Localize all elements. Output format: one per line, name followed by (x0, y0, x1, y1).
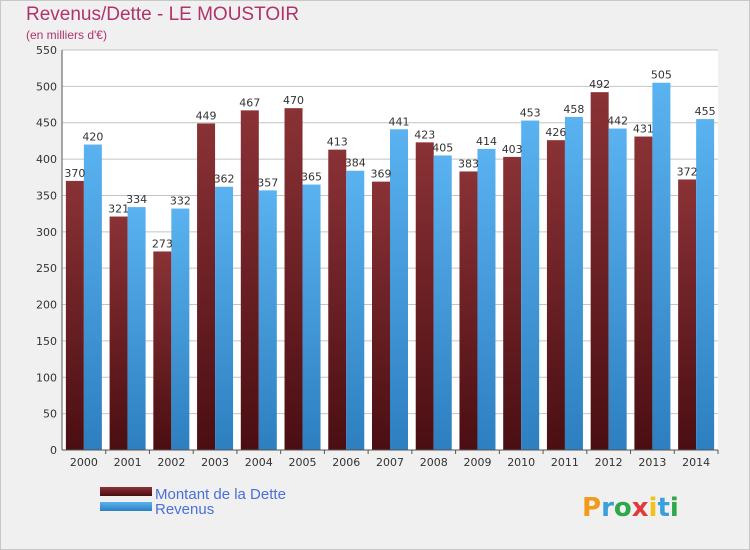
x-tick-label: 2012 (595, 456, 623, 469)
data-label-revenus: 362 (214, 173, 235, 186)
bar-revenus (433, 155, 452, 451)
data-label-revenus: 357 (257, 176, 278, 189)
bar-dette (153, 251, 172, 450)
x-tick-label: 2005 (289, 456, 317, 469)
y-tick-label: 200 (36, 299, 57, 312)
bar-dette (109, 216, 128, 450)
x-tick-label: 2002 (157, 456, 185, 469)
bar-revenus (215, 186, 234, 450)
x-tick-label: 2011 (551, 456, 579, 469)
legend-swatch-debt (100, 487, 152, 496)
x-tick-label: 2008 (420, 456, 448, 469)
data-label-dette: 492 (589, 78, 610, 91)
bar-revenus (171, 208, 190, 450)
data-label-revenus: 442 (607, 115, 628, 128)
bar-revenus (696, 119, 715, 450)
data-label-revenus: 455 (695, 105, 716, 118)
bar-dette (546, 140, 565, 450)
x-tick-label: 2010 (507, 456, 535, 469)
data-label-dette: 273 (152, 237, 173, 250)
data-label-dette: 372 (677, 165, 698, 178)
x-tick-label: 2007 (376, 456, 404, 469)
bar-revenus (564, 116, 583, 450)
bar-dette (503, 156, 522, 450)
data-label-revenus: 441 (389, 115, 410, 128)
proxiti-logo: Proxiti (582, 493, 679, 523)
chart-subtitle: (en milliers d'€) (26, 28, 107, 42)
y-tick-label: 150 (36, 335, 57, 348)
bar-dette (678, 179, 697, 451)
x-tick-label: 2009 (463, 456, 491, 469)
x-tick-label: 2003 (201, 456, 229, 469)
bar-dette (634, 136, 653, 450)
data-label-revenus: 365 (301, 171, 322, 184)
x-tick-label: 2014 (682, 456, 710, 469)
bar-revenus (346, 170, 365, 450)
bar-dette (590, 92, 609, 450)
x-tick-label: 2006 (332, 456, 360, 469)
logo-text: Proxiti (582, 493, 679, 523)
y-tick-label: 50 (43, 408, 57, 421)
bar-dette (65, 180, 84, 450)
x-tick-label: 2001 (114, 456, 142, 469)
bar-dette (197, 123, 216, 451)
data-label-revenus: 332 (170, 195, 191, 208)
data-label-dette: 431 (633, 123, 654, 136)
data-label-revenus: 420 (82, 131, 103, 144)
y-tick-label: 350 (36, 189, 57, 202)
data-label-dette: 383 (458, 157, 479, 170)
y-tick-label: 250 (36, 262, 57, 275)
y-tick-label: 0 (50, 444, 57, 457)
y-tick-label: 500 (36, 80, 57, 93)
bar-revenus (390, 129, 408, 451)
bar-dette (372, 181, 390, 451)
y-tick-label: 100 (36, 371, 57, 384)
data-label-dette: 426 (545, 126, 566, 139)
x-tick-label: 2013 (638, 456, 666, 469)
data-label-revenus: 505 (651, 69, 672, 82)
bar-revenus (83, 144, 102, 450)
data-label-dette: 467 (239, 96, 260, 109)
data-label-revenus: 458 (563, 103, 584, 116)
bar-dette (240, 110, 259, 450)
data-label-dette: 449 (196, 109, 217, 122)
bar-dette (459, 171, 478, 451)
chart-title: Revenus/Dette - LE MOUSTOIR (26, 4, 300, 25)
bar-dette (284, 108, 303, 450)
bar-revenus (521, 120, 540, 450)
bar-revenus (652, 82, 671, 451)
bar-dette (328, 149, 347, 451)
data-label-dette: 321 (108, 203, 129, 216)
bar-revenus (258, 190, 277, 450)
data-label-revenus: 334 (126, 193, 147, 206)
y-tick-label: 300 (36, 226, 57, 239)
data-label-revenus: 414 (476, 135, 497, 148)
data-label-dette: 403 (502, 143, 523, 156)
data-label-revenus: 405 (432, 141, 453, 154)
data-label-dette: 413 (327, 136, 348, 149)
bar-revenus (477, 148, 496, 450)
y-tick-label: 400 (36, 153, 57, 166)
legend-label-revenus: Revenus (155, 501, 214, 518)
bar-revenus (608, 128, 627, 450)
bar-dette (415, 142, 434, 450)
y-tick-label: 450 (36, 117, 57, 130)
data-label-revenus: 384 (345, 157, 366, 170)
bar-revenus (127, 207, 146, 450)
legend-swatch-revenus (100, 502, 152, 511)
data-label-revenus: 453 (520, 107, 541, 120)
data-label-dette: 370 (64, 167, 85, 180)
bar-revenus (302, 184, 321, 450)
data-label-dette: 369 (371, 168, 392, 181)
data-label-dette: 470 (283, 94, 304, 107)
legend-label-debt: Montant de la Dette (155, 486, 286, 503)
y-tick-label: 550 (36, 44, 57, 57)
x-tick-label: 2004 (245, 456, 273, 469)
x-tick-label: 2000 (70, 456, 98, 469)
data-label-dette: 423 (414, 128, 435, 141)
